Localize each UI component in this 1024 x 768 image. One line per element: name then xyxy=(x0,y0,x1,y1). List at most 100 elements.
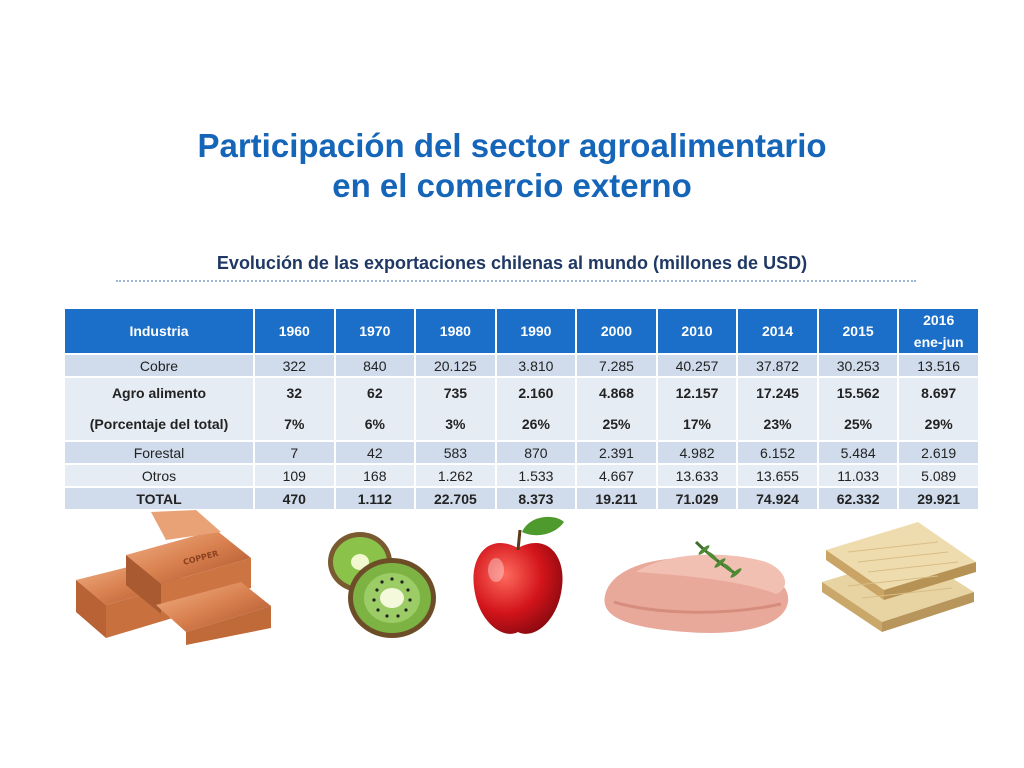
header-year: 2010 xyxy=(655,307,739,355)
cell: 4.982 xyxy=(655,440,739,465)
table-row-otros: Otros 109 168 1.262 1.533 4.667 13.633 1… xyxy=(63,463,980,488)
cell: 8.373 xyxy=(494,486,578,511)
cell-pair: 2.160 26% xyxy=(494,376,578,442)
cell-pair: 4.868 25% xyxy=(575,376,658,442)
plywood-image xyxy=(822,522,976,632)
meat-image xyxy=(604,540,789,633)
row-label: Otros xyxy=(63,463,255,488)
cell: 322 xyxy=(253,353,336,378)
agro-pct-label: (Porcentaje del total) xyxy=(89,416,229,432)
agro-pct: 3% xyxy=(445,416,466,432)
agro-value: 2.160 xyxy=(518,385,554,401)
cell: 13.516 xyxy=(897,353,980,378)
cell: 7 xyxy=(253,440,336,465)
cell: 62.332 xyxy=(816,486,900,511)
agro-value: 4.868 xyxy=(598,385,634,401)
row-label: Cobre xyxy=(63,353,255,378)
table-row-total: TOTAL 470 1.112 22.705 8.373 19.211 71.0… xyxy=(63,486,980,511)
cell: 13.633 xyxy=(655,463,739,488)
illustrations-row: COPPER xyxy=(0,508,1024,648)
cell-pair: 62 6% xyxy=(333,376,417,442)
dotted-divider xyxy=(116,280,916,282)
page-title: Participación del sector agroalimentario… xyxy=(0,126,1024,206)
header-year: 1990 xyxy=(494,307,578,355)
cell: 40.257 xyxy=(655,353,739,378)
agro-pct: 25% xyxy=(844,416,873,432)
cell: 6.152 xyxy=(736,440,819,465)
agro-pct: 6% xyxy=(364,416,385,432)
cell: 71.029 xyxy=(655,486,739,511)
kiwi-image xyxy=(328,532,436,638)
cell: 3.810 xyxy=(494,353,578,378)
agro-value: 32 xyxy=(286,385,303,401)
cell-pair: 12.157 17% xyxy=(655,376,739,442)
table-subtitle: Evolución de las exportaciones chilenas … xyxy=(216,253,808,273)
cell: 870 xyxy=(494,440,578,465)
cell: 42 xyxy=(333,440,417,465)
header-year: 2000 xyxy=(575,307,658,355)
copper-ingots-image: COPPER xyxy=(76,510,271,645)
cell: 168 xyxy=(333,463,417,488)
cell-pair: 15.562 25% xyxy=(816,376,900,442)
header-year: 1960 xyxy=(253,307,336,355)
cell: 840 xyxy=(333,353,417,378)
table-row-forestal: Forestal 7 42 583 870 2.391 4.982 6.152 … xyxy=(63,440,980,465)
row-label-agro: Agro alimento (Porcentaje del total) xyxy=(63,376,255,442)
cell: 22.705 xyxy=(414,486,497,511)
cell-pair: 17.245 23% xyxy=(736,376,819,442)
header-year-2016: 2016 ene-jun xyxy=(897,307,980,355)
header-industria: Industria xyxy=(63,307,255,355)
agro-label: Agro alimento xyxy=(111,385,207,401)
agro-pct: 17% xyxy=(682,416,712,432)
cell: 5.484 xyxy=(816,440,900,465)
title-line-2: en el comercio externo xyxy=(332,167,692,204)
header-2016-line1: 2016 xyxy=(923,312,955,328)
cell: 109 xyxy=(253,463,336,488)
cell: 7.285 xyxy=(575,353,658,378)
apple-image xyxy=(473,516,564,634)
agro-pct: 7% xyxy=(284,416,305,432)
cell-pair: 32 7% xyxy=(253,376,336,442)
cell: 37.872 xyxy=(736,353,819,378)
title-line-1: Participación del sector agroalimentario xyxy=(197,127,827,164)
cell: 20.125 xyxy=(414,353,497,378)
cell: 1.112 xyxy=(333,486,417,511)
cell: 2.619 xyxy=(897,440,980,465)
cell: 1.533 xyxy=(494,463,578,488)
cell: 5.089 xyxy=(897,463,980,488)
agro-value: 735 xyxy=(443,385,468,401)
cell: 30.253 xyxy=(816,353,900,378)
agro-pct: 23% xyxy=(763,416,792,432)
cell: 583 xyxy=(414,440,497,465)
cell: 4.667 xyxy=(575,463,658,488)
cell: 19.211 xyxy=(575,486,658,511)
table-row-cobre: Cobre 322 840 20.125 3.810 7.285 40.257 … xyxy=(63,353,980,378)
table-row-agro: Agro alimento (Porcentaje del total) 32 7… xyxy=(63,376,980,442)
cell: 1.262 xyxy=(414,463,497,488)
agro-value: 15.562 xyxy=(836,385,880,401)
cell: 11.033 xyxy=(816,463,900,488)
cell: 29.921 xyxy=(897,486,980,511)
exports-table: Industria 1960 1970 1980 1990 2000 2010 … xyxy=(63,307,980,511)
header-2016-line2: ene-jun xyxy=(913,334,964,350)
cell-pair: 735 3% xyxy=(414,376,497,442)
row-label: Forestal xyxy=(63,440,255,465)
agro-value: 8.697 xyxy=(921,385,957,401)
cell: 2.391 xyxy=(575,440,658,465)
header-year: 1970 xyxy=(333,307,417,355)
agro-value: 12.157 xyxy=(675,385,719,401)
header-year: 2015 xyxy=(816,307,900,355)
agro-pct: 26% xyxy=(521,416,550,432)
agro-pct: 25% xyxy=(602,416,631,432)
cell: 470 xyxy=(253,486,336,511)
table-header-row: Industria 1960 1970 1980 1990 2000 2010 … xyxy=(63,307,980,355)
cell-pair: 8.697 29% xyxy=(897,376,980,442)
agro-value: 62 xyxy=(367,385,383,401)
row-label: TOTAL xyxy=(63,486,255,511)
agro-value: 17.245 xyxy=(756,385,799,401)
header-year: 1980 xyxy=(414,307,497,355)
header-year: 2014 xyxy=(736,307,819,355)
cell: 74.924 xyxy=(736,486,819,511)
agro-pct: 29% xyxy=(924,416,953,432)
cell: 13.655 xyxy=(736,463,819,488)
